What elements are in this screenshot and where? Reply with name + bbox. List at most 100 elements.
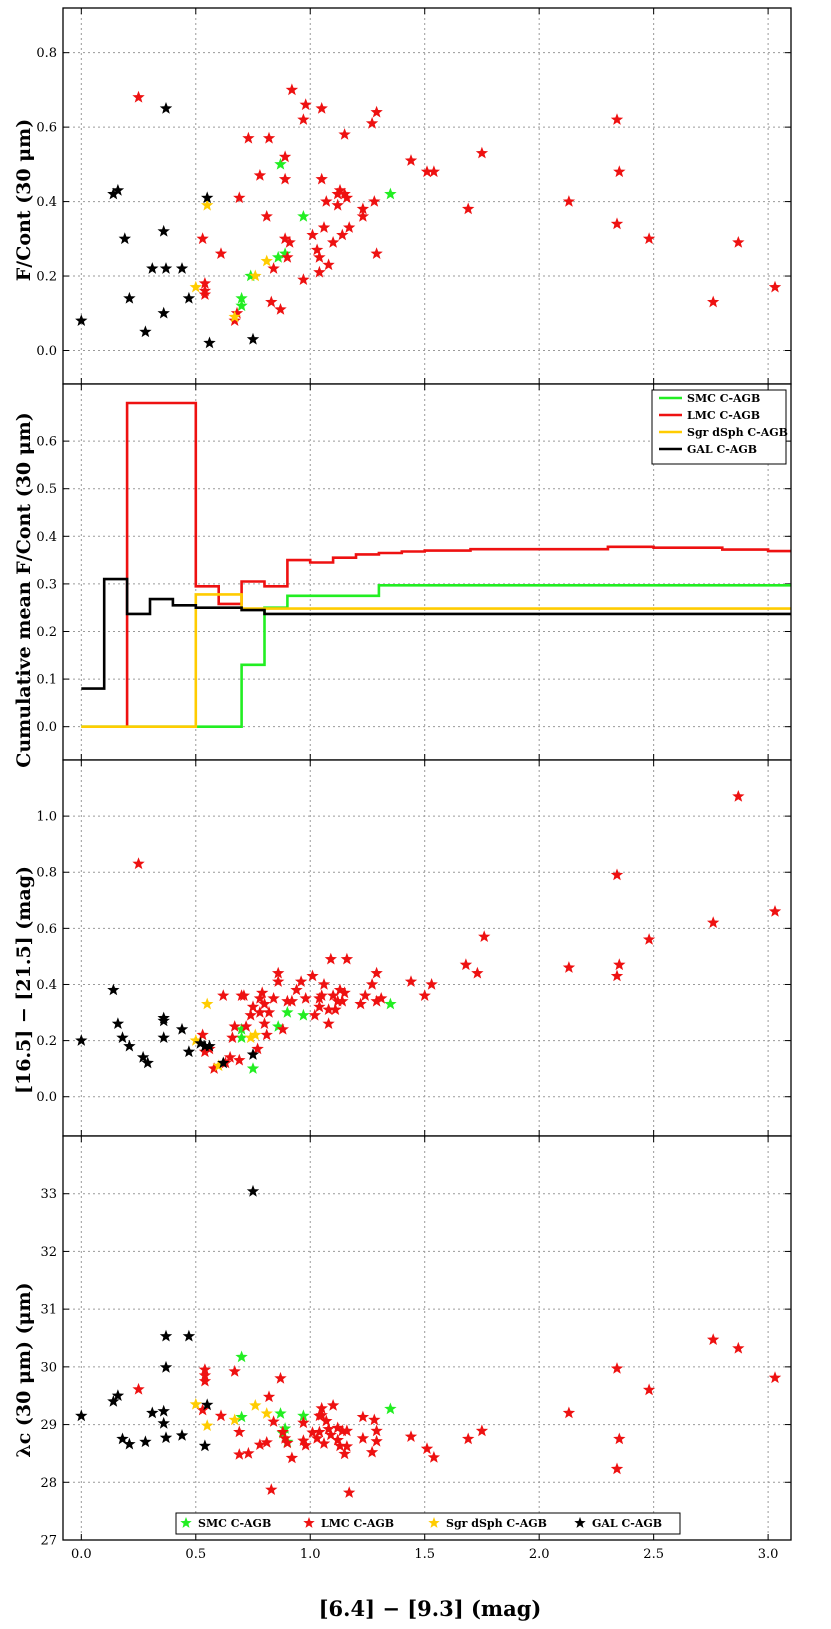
data-point-star xyxy=(256,986,269,999)
y-tick-label: 0.1 xyxy=(36,673,57,688)
data-point-star xyxy=(478,930,491,942)
data-point-star xyxy=(732,236,745,248)
series-line-sgr-dsph-c-agb xyxy=(81,593,791,729)
data-point-star xyxy=(116,1432,129,1445)
data-point-star xyxy=(175,1429,189,1441)
data-point-star xyxy=(370,247,383,259)
data-point-star xyxy=(356,1431,370,1444)
data-point-star xyxy=(253,992,267,1004)
data-point-star xyxy=(203,1039,216,1052)
data-point-star xyxy=(107,1395,120,1407)
y-tick-label: 0.0 xyxy=(36,1090,57,1105)
data-point-star xyxy=(214,247,228,259)
data-point-star xyxy=(427,1451,440,1463)
data-point-star xyxy=(338,128,351,140)
data-point-star xyxy=(244,269,257,282)
data-point-star xyxy=(285,83,299,96)
data-point-star xyxy=(338,187,351,200)
data-point-star xyxy=(315,172,328,185)
data-point-star xyxy=(175,1022,189,1035)
data-point-star xyxy=(118,232,131,245)
data-point-star xyxy=(327,1399,340,1411)
data-point-star xyxy=(475,1424,489,1437)
legend-entry-label: LMC C-AGB xyxy=(321,1517,394,1530)
data-point-star xyxy=(260,254,273,267)
data-point-star xyxy=(111,183,125,196)
plot-area xyxy=(63,8,791,384)
series-lmc-c-agb xyxy=(132,790,782,1074)
data-point-star xyxy=(299,992,312,1004)
data-point-star xyxy=(159,262,173,274)
data-point-star xyxy=(246,1062,260,1074)
data-point-star xyxy=(327,236,340,248)
data-point-star xyxy=(404,154,418,166)
data-point-star xyxy=(198,277,212,289)
data-point-star xyxy=(139,1435,152,1448)
data-point-star xyxy=(475,146,489,159)
data-point-star xyxy=(315,989,328,1001)
data-point-star xyxy=(278,232,292,245)
data-point-star xyxy=(182,291,196,304)
data-point-star xyxy=(223,1050,237,1063)
data-point-star xyxy=(228,1020,241,1032)
data-point-star xyxy=(235,299,248,312)
data-point-star xyxy=(310,1431,324,1444)
data-point-star xyxy=(313,265,326,278)
data-point-star xyxy=(233,1425,246,1438)
series-smc-c-agb xyxy=(235,997,397,1074)
data-point-star xyxy=(214,1409,228,1422)
data-point-star xyxy=(322,1017,335,1029)
data-point-star xyxy=(707,1333,720,1345)
data-point-star xyxy=(246,1048,260,1060)
data-point-star xyxy=(340,952,354,965)
panel-4: 0.0 0.5 1.0 1.5 2.0 2.5 3.0 27 28 29 30 31 32 33 SMC C… xyxy=(40,1135,792,1562)
data-point-star xyxy=(196,1403,209,1416)
data-point-star xyxy=(322,1422,335,1435)
x-tick-label: 1.5 xyxy=(414,1547,435,1562)
data-point-star xyxy=(274,1407,287,1419)
data-point-star xyxy=(203,336,216,349)
data-point-star xyxy=(317,978,331,990)
plot-area xyxy=(63,1136,791,1540)
data-point-star xyxy=(132,857,145,870)
data-point-star xyxy=(201,198,214,211)
data-point-star xyxy=(157,1404,170,1417)
data-point-star xyxy=(297,273,310,285)
y-axis-label-3: [16.5] − [21.5] (mag) xyxy=(13,866,35,1094)
data-point-star xyxy=(159,1431,173,1444)
data-point-star xyxy=(356,210,370,222)
data-point-star xyxy=(75,1409,88,1422)
data-point-star xyxy=(75,1034,88,1046)
y-tick-label: 0.2 xyxy=(36,1034,57,1049)
data-point-star xyxy=(240,1020,253,1032)
y-tick-label: 29 xyxy=(40,1418,57,1433)
data-point-star xyxy=(189,280,202,293)
data-point-star xyxy=(384,187,397,200)
data-point-star xyxy=(404,975,418,987)
data-point-star xyxy=(198,1374,212,1387)
data-point-star xyxy=(313,1425,326,1438)
data-point-star xyxy=(338,986,351,999)
data-point-star xyxy=(244,1008,257,1021)
data-point-star xyxy=(274,303,287,315)
data-point-star xyxy=(315,102,328,114)
y-tick-label: 27 xyxy=(40,1534,57,1549)
data-point-star xyxy=(299,98,312,111)
y-tick-label: 0.2 xyxy=(36,270,57,285)
data-point-star xyxy=(370,1424,383,1437)
y-axis-label-4: λc (30 μm) (μm) xyxy=(13,1282,35,1457)
panel-3: 0.0 0.2 0.4 0.6 0.8 1.0 xyxy=(36,759,792,1137)
legend-top-right: SMC C-AGB LMC C-AGB Sgr dSph C-AGB GAL C-AG… xyxy=(651,389,788,465)
x-axis-label: [6.4] − [9.3] (mag) xyxy=(319,1596,542,1621)
data-point-star xyxy=(306,969,319,982)
data-point-star xyxy=(356,1410,370,1423)
data-point-star xyxy=(331,1421,344,1434)
data-point-star xyxy=(317,1437,331,1449)
data-point-star xyxy=(297,1008,310,1021)
data-point-star xyxy=(157,1031,170,1043)
data-point-star xyxy=(235,1022,248,1035)
data-point-star xyxy=(141,1056,154,1069)
data-point-star xyxy=(768,280,782,293)
data-point-star xyxy=(123,1039,136,1052)
data-point-star xyxy=(610,1462,624,1475)
